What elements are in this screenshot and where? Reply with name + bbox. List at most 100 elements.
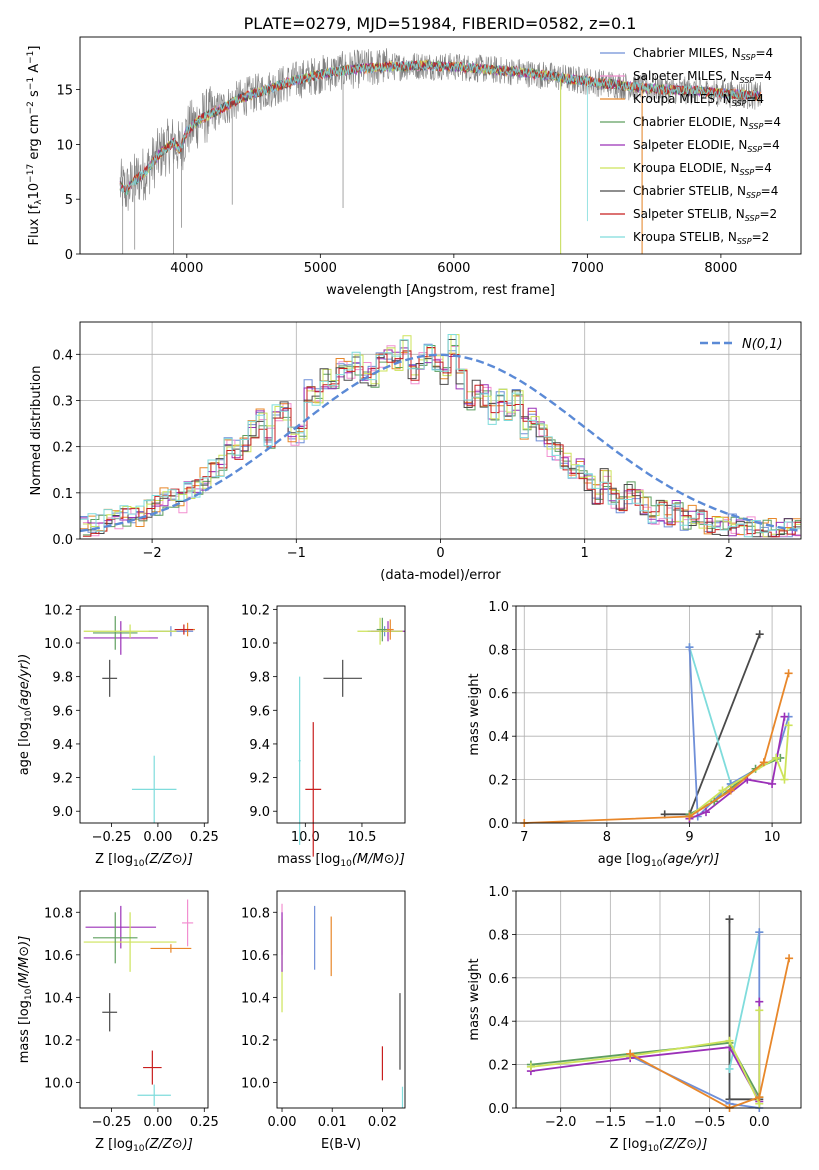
y-tick-label: 9.8	[249, 671, 270, 686]
weight_vs_age-ylabel: mass weight	[467, 673, 482, 755]
data-point	[182, 899, 194, 947]
y-tick-label: 10.4	[44, 991, 73, 1006]
gaussian-curve	[80, 353, 799, 533]
legend-label: Kroupa MILES, NSSP=4	[633, 92, 764, 108]
x-tick-label: −0.25	[92, 830, 132, 845]
y-tick-label: 10.2	[241, 603, 270, 618]
data-point	[83, 621, 158, 655]
x-tick-label: 1	[581, 546, 589, 561]
spectrum-lines	[119, 48, 762, 254]
data-point	[83, 624, 177, 638]
weight_vs_Z-xlabel: Z [log10(Z/Z⊙)]	[610, 1137, 708, 1154]
data-point	[150, 944, 192, 953]
y-tick-label: 9.2	[249, 772, 270, 787]
weight-series-line	[689, 716, 786, 820]
data-point	[323, 659, 362, 697]
weight_vs_age-xlabel: age [log10(age/yr)]	[598, 852, 720, 869]
age_vs_Z-xlabel: Z [log10(Z/Z⊙)]	[95, 852, 193, 869]
weight-series-line	[524, 673, 790, 824]
y-tick-label: 0	[65, 248, 73, 263]
data-point	[298, 676, 301, 845]
mass_vs_Z-points	[83, 899, 194, 1106]
mass_vs_EBV-points	[281, 903, 404, 1108]
y-tick-label: 10	[56, 138, 73, 153]
y-tick-label: 0.3	[52, 394, 73, 409]
y-tick-label: 0.4	[488, 730, 509, 745]
y-tick-label: 0.2	[488, 774, 509, 789]
legend-label: Chabrier MILES, NSSP=4	[633, 46, 773, 62]
x-tick-label: 10.5	[347, 830, 376, 845]
residual-frame	[79, 321, 802, 540]
weight-marker	[768, 779, 777, 788]
weight-series-line	[530, 1041, 761, 1098]
x-tick-label: 10	[764, 830, 781, 845]
x-tick-label: 0.0	[749, 1115, 770, 1130]
weight-marker	[780, 775, 789, 784]
x-tick-label: 0.25	[190, 830, 219, 845]
y-tick-label: 0.8	[488, 928, 509, 943]
legend-label: Salpeter ELODIE, NSSP=4	[633, 138, 780, 154]
data-point	[357, 617, 403, 645]
y-tick-label: 9.6	[249, 704, 270, 719]
legend-label: Salpeter MILES, NSSP=4	[633, 69, 772, 85]
x-tick-label: 7	[520, 830, 528, 845]
x-tick-label: 10.0	[291, 830, 320, 845]
weight-marker	[755, 997, 764, 1006]
y-tick-label: 10.6	[241, 949, 270, 964]
y-tick-label: 0.2	[52, 441, 73, 456]
y-tick-label: 10.4	[241, 991, 270, 1006]
data-point	[131, 755, 177, 823]
data-point	[102, 993, 118, 1032]
x-tick-label: 0.00	[143, 830, 172, 845]
y-tick-label: 0.6	[488, 972, 509, 987]
mass_vs_Z-frame	[79, 890, 209, 1109]
weight_vs_age-frame	[515, 605, 802, 824]
weight-marker	[755, 1006, 764, 1015]
y-tick-label: 10.2	[44, 1034, 73, 1049]
age_vs_Z-frame	[79, 605, 209, 824]
weight_vs_Z-frame	[515, 890, 802, 1109]
y-tick-label: 10.0	[44, 637, 73, 652]
x-tick-label: 2	[725, 546, 733, 561]
y-tick-label: 10.0	[44, 1076, 73, 1091]
x-tick-label: 8000	[704, 261, 737, 276]
y-tick-label: 0.4	[52, 348, 73, 363]
weight-marker	[702, 808, 710, 817]
y-tick-label: 0.0	[488, 817, 509, 832]
data-point	[305, 722, 322, 857]
model-spectrum	[119, 59, 762, 196]
legend-label: Salpeter STELIB, NSSP=2	[633, 207, 777, 223]
weight-marker	[755, 630, 764, 639]
x-tick-label: 0.00	[143, 1115, 172, 1130]
x-tick-label: −2.0	[545, 1115, 577, 1130]
y-tick-label: 10.2	[44, 603, 73, 618]
data-point	[137, 1084, 171, 1106]
y-tick-label: 0.6	[488, 687, 509, 702]
y-tick-label: 0.0	[488, 1102, 509, 1117]
legend-label: Chabrier STELIB, NSSP=4	[633, 184, 778, 200]
data-point	[386, 619, 394, 640]
y-tick-label: 9.0	[249, 805, 270, 820]
y-tick-label: 0.1	[52, 487, 73, 502]
mass_vs_EBV-frame	[276, 890, 406, 1109]
y-tick-label: 10.0	[241, 637, 270, 652]
y-tick-label: 0.8	[488, 643, 509, 658]
x-tick-label: −0.5	[694, 1115, 726, 1130]
data-point	[102, 659, 118, 697]
age_vs_Z-points	[83, 616, 196, 823]
y-tick-label: 10.8	[241, 906, 270, 921]
weight-marker	[755, 928, 764, 937]
weight_vs_Z-series	[526, 915, 794, 1112]
x-tick-label: 0.25	[190, 1115, 219, 1130]
mass_vs_Z-ylabel: mass [log10(M/M⊙)]	[17, 936, 34, 1064]
weight_vs_age-axes: 7 8 9 10 0.0 0.2 0.4 0.6 0.8 1.0	[488, 600, 801, 845]
residual-ylabel: Normed distribution	[29, 366, 44, 496]
y-tick-label: 1.0	[488, 600, 509, 615]
y-tick-label: 10.2	[241, 1034, 270, 1049]
x-tick-label: 9	[685, 830, 693, 845]
weight_vs_Z-axes: −2.0 −1.5 −1.0 −0.5 0.0 0.0 0.2 0.4 0.6 0.8 1.0	[488, 885, 801, 1130]
weight-marker	[784, 669, 793, 678]
legend-label: Chabrier ELODIE, NSSP=4	[633, 115, 781, 131]
